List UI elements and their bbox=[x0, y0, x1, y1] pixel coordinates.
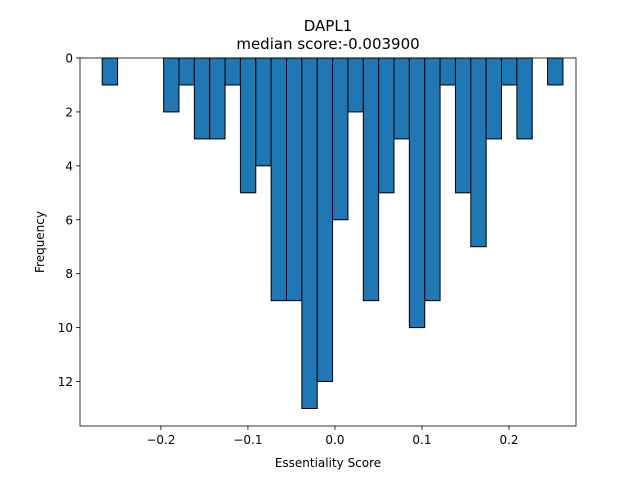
y-tick-label: 0 bbox=[65, 52, 73, 66]
histogram-bar bbox=[285, 57, 303, 302]
histogram-bar bbox=[163, 57, 180, 113]
histogram-bar bbox=[501, 57, 518, 86]
histogram-bar bbox=[470, 57, 487, 248]
y-axis-label: Frequency bbox=[33, 211, 47, 273]
y-tick-label: 8 bbox=[65, 267, 73, 281]
histogram-bar bbox=[193, 57, 211, 140]
histogram-bar bbox=[408, 57, 426, 329]
x-tick-label: 0.1 bbox=[412, 433, 431, 447]
x-tick-label: −0.2 bbox=[146, 433, 175, 447]
bars-group bbox=[101, 57, 564, 409]
histogram-bar bbox=[362, 57, 380, 302]
y-tick-label: 12 bbox=[58, 375, 73, 389]
y-tick-label: 4 bbox=[65, 159, 73, 173]
histogram-bar bbox=[547, 57, 564, 86]
x-axis-label: Essentiality Score bbox=[275, 456, 381, 470]
x-tick-label: 0.2 bbox=[499, 433, 518, 447]
x-tick-label: −0.1 bbox=[233, 433, 262, 447]
histogram-bar bbox=[255, 57, 272, 167]
histogram-bar bbox=[224, 57, 241, 86]
histogram-bar bbox=[439, 57, 456, 86]
y-tick-label: 2 bbox=[65, 105, 73, 119]
chart-title: DAPL1 bbox=[304, 17, 353, 35]
histogram-bar bbox=[301, 57, 318, 409]
y-tick-label: 10 bbox=[58, 321, 73, 335]
y-axis-ticks: 0 2 4 6 8 10 12 bbox=[58, 52, 80, 389]
histogram-bar bbox=[316, 57, 334, 383]
histogram-bar bbox=[332, 57, 349, 221]
histogram-bar bbox=[424, 57, 441, 302]
histogram-bar bbox=[101, 57, 119, 86]
histogram-bar bbox=[378, 57, 395, 194]
histogram-bar bbox=[239, 57, 257, 194]
histogram-bar bbox=[270, 57, 287, 302]
histogram-bar bbox=[347, 57, 364, 113]
x-tick-label: 0.0 bbox=[325, 433, 344, 447]
chart-subtitle: median score:-0.003900 bbox=[236, 35, 419, 53]
histogram-bar bbox=[209, 57, 226, 140]
histogram-bar bbox=[393, 57, 410, 140]
y-tick-label: 6 bbox=[65, 213, 73, 227]
histogram-bar bbox=[516, 57, 533, 140]
x-axis-ticks: −0.2 −0.1 0.0 0.1 0.2 bbox=[146, 426, 519, 447]
plot-frame bbox=[79, 57, 577, 427]
histogram-bar bbox=[485, 57, 503, 140]
histogram-bar bbox=[178, 57, 195, 86]
histogram-bar bbox=[454, 57, 472, 194]
